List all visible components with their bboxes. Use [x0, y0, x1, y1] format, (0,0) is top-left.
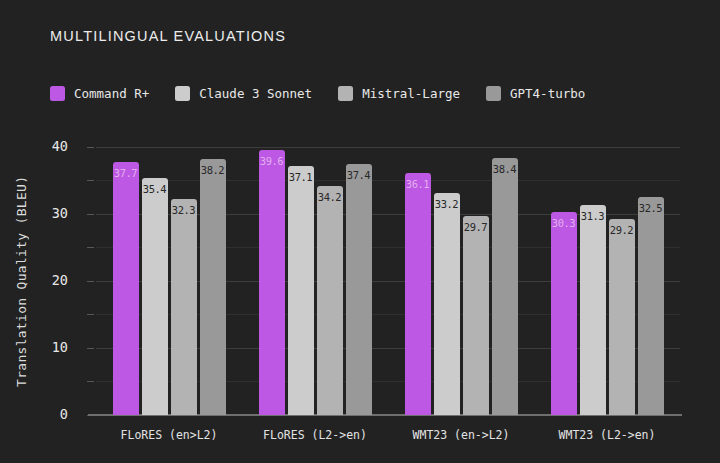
- tick-mark: [87, 314, 94, 315]
- y-tick-label: 30: [28, 205, 68, 221]
- y-tick-label: 20: [28, 272, 68, 288]
- tick-mark: [87, 381, 94, 382]
- bar: 35.4: [142, 178, 168, 415]
- tick-mark: [87, 214, 94, 215]
- x-category-label: FLoRES (en>L2): [96, 428, 242, 442]
- bar-value-label: 37.7: [113, 167, 139, 179]
- bar-value-label: 37.1: [288, 171, 314, 183]
- bar-value-label: 32.5: [638, 202, 664, 214]
- bar: 37.7: [113, 162, 139, 415]
- legend-label: Mistral-Large: [362, 86, 460, 101]
- bar: 29.2: [609, 219, 635, 415]
- legend-item-gpt4-turbo: GPT4-turbo: [486, 86, 585, 101]
- bar-value-label: 35.4: [142, 183, 168, 195]
- y-tick-label: 10: [28, 339, 68, 355]
- y-axis-title: Translation Quality (BLEU): [14, 147, 29, 415]
- bar: 39.6: [259, 150, 285, 415]
- bar-value-label: 30.3: [551, 217, 577, 229]
- bar: 36.1: [405, 173, 431, 415]
- bar: 38.4: [492, 158, 518, 415]
- bar: 34.2: [317, 186, 343, 415]
- legend-label: Claude 3 Sonnet: [199, 86, 312, 101]
- bar: 37.1: [288, 166, 314, 415]
- plot-area: 37.735.432.3 38.2 39.637.134.237.4 36.133.2…: [96, 147, 680, 415]
- bar: 38.2: [200, 159, 226, 415]
- bar-value-label: 31.3: [580, 210, 606, 222]
- bar: 37.4: [346, 164, 372, 415]
- y-tick-label: 40: [28, 138, 68, 154]
- bar: 30.3: [551, 212, 577, 415]
- legend-item-claude-3-sonnet: Claude 3 Sonnet: [175, 86, 312, 101]
- chart-canvas: MULTILINGUAL EVALUATIONS Command R+ Clau…: [0, 0, 720, 463]
- bar: 32.3: [171, 199, 197, 415]
- y-tick-label: 0: [28, 406, 68, 422]
- bar-value-label: 37.4: [346, 169, 372, 181]
- tick-mark: [87, 281, 94, 282]
- chart-title: MULTILINGUAL EVALUATIONS: [50, 28, 286, 44]
- legend-swatch-command-r-plus: [50, 86, 65, 101]
- bar: 32.5: [638, 197, 664, 415]
- legend-label: Command R+: [74, 86, 149, 101]
- bar-value-label: 33.2: [434, 198, 460, 210]
- bar-value-label: 29.2: [609, 224, 635, 236]
- tick-mark: [87, 247, 94, 248]
- gridline: [96, 180, 680, 181]
- legend-item-command-r-plus: Command R+: [50, 86, 149, 101]
- bar-value-label: 34.2: [317, 191, 343, 203]
- bar-value-label: 36.1: [405, 178, 431, 190]
- legend-swatch-gpt4-turbo: [486, 86, 501, 101]
- bar: 31.3: [580, 205, 606, 415]
- bar-value-label: 39.6: [259, 155, 285, 167]
- bar-value-label: 38.4: [492, 163, 518, 175]
- x-category-label: WMT23 (L2->en): [534, 428, 680, 442]
- bar-value-label: 32.3: [171, 204, 197, 216]
- gridline: [96, 147, 680, 148]
- legend-swatch-mistral-large: [338, 86, 353, 101]
- legend-item-mistral-large: Mistral-Large: [338, 86, 460, 101]
- bar-value-label: 29.7: [463, 221, 489, 233]
- tick-mark: [87, 147, 94, 148]
- legend: Command R+ Claude 3 Sonnet Mistral-Large…: [50, 86, 585, 101]
- tick-mark: [87, 348, 94, 349]
- bar: 29.7: [463, 216, 489, 415]
- legend-label: GPT4-turbo: [510, 86, 585, 101]
- tick-mark: [87, 180, 94, 181]
- x-category-label: FLoRES (L2->en): [242, 428, 388, 442]
- x-category-label: WMT23 (en->L2): [388, 428, 534, 442]
- bar-value-label: 38.2: [200, 164, 226, 176]
- legend-swatch-claude-3-sonnet: [175, 86, 190, 101]
- bar: 33.2: [434, 193, 460, 415]
